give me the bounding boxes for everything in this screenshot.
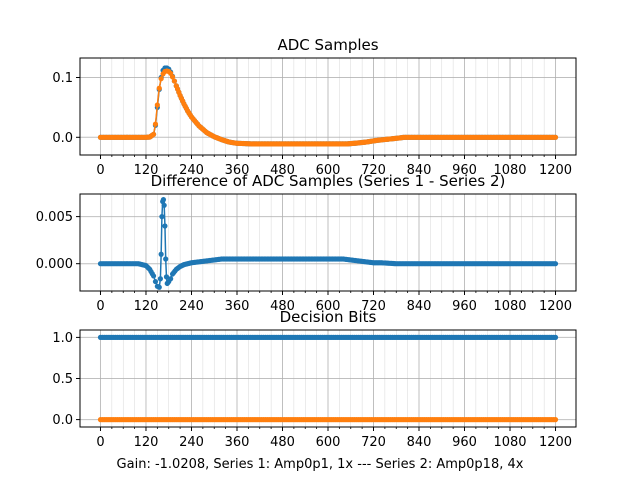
adc-samples-title: ADC Samples — [277, 36, 378, 54]
panel-adc-samples: 0 120 240 360 480 600 720 840 960 1080 1200 0.0 0.1 A… — [52, 36, 577, 178]
x-tick-label: 360 — [225, 163, 250, 178]
adc-samples-series-2-point — [154, 102, 160, 108]
x-tick-label: 960 — [452, 435, 477, 450]
figure-footer: Gain: -1.0208, Series 1: Amp0p1, 1x --- … — [117, 457, 524, 472]
adc-samples-series-2-point — [169, 74, 176, 80]
x-tick-label: 960 — [452, 163, 477, 178]
y-tick-label: 0.0 — [52, 131, 73, 146]
x-tick-label: 360 — [225, 299, 250, 314]
difference-series-1-point — [163, 274, 170, 280]
x-tick-label: 1080 — [493, 435, 526, 450]
x-tick-label: 0 — [96, 435, 104, 450]
x-tick-label: 840 — [407, 435, 432, 450]
y-tick-label: 0.0 — [52, 413, 73, 428]
x-tick-label: 720 — [361, 299, 386, 314]
x-tick-label: 840 — [407, 299, 432, 314]
x-tick-label: 600 — [316, 299, 341, 314]
y-tick-label: 0.1 — [52, 71, 73, 86]
x-tick-label: 480 — [270, 163, 295, 178]
x-tick-label: 600 — [316, 163, 341, 178]
difference-series-1-point — [163, 256, 169, 262]
x-tick-label: 240 — [179, 163, 204, 178]
decision-bits-series-1-point — [552, 334, 559, 340]
decision-bits-title: Decision Bits — [280, 308, 377, 326]
panel-difference: 0 120 240 360 480 600 720 840 960 1080 1200 0.000 0.… — [36, 172, 577, 314]
x-tick-label: 120 — [134, 299, 159, 314]
y-tick-label: 0.000 — [36, 257, 73, 272]
difference-title: Difference of ADC Samples (Series 1 - Se… — [151, 172, 506, 190]
adc-samples-series-2-point — [158, 76, 164, 82]
x-tick-label: 1080 — [493, 299, 526, 314]
difference-series-1-point — [156, 284, 162, 290]
y-tick-label: 1.0 — [52, 331, 73, 346]
difference-series-1-point — [160, 197, 167, 203]
difference-series-1-point — [161, 202, 167, 208]
x-tick-label: 120 — [134, 163, 159, 178]
y-tick-label: 0.005 — [36, 210, 73, 225]
adc-samples-series-2-point — [152, 121, 159, 127]
difference-series-1-point — [552, 261, 559, 267]
decision-bits-series-2-point — [552, 417, 559, 423]
x-tick-label: 1200 — [539, 163, 572, 178]
adc-samples-series-2-point — [171, 78, 178, 84]
x-tick-label: 240 — [179, 435, 204, 450]
x-tick-label: 840 — [407, 163, 432, 178]
x-tick-label: 360 — [225, 435, 250, 450]
x-tick-label: 1200 — [539, 435, 572, 450]
x-tick-label: 1080 — [493, 163, 526, 178]
x-tick-label: 720 — [361, 435, 386, 450]
adc-samples-series-2-point — [156, 85, 162, 91]
x-tick-label: 600 — [316, 435, 341, 450]
adc-samples-series-2-point — [552, 134, 559, 140]
x-tick-label: 0 — [96, 163, 104, 178]
x-tick-label: 240 — [179, 299, 204, 314]
difference-series-1-point — [158, 251, 164, 257]
difference-series-1-point — [150, 273, 157, 279]
y-tick-label: 0.5 — [52, 372, 73, 387]
difference-series-1-point — [162, 223, 168, 229]
difference-series-1-point — [168, 276, 174, 282]
difference-series-1-point — [159, 214, 165, 220]
x-tick-label: 0 — [96, 299, 104, 314]
difference-series-1-point — [152, 278, 159, 285]
difference-series-1-point — [157, 276, 163, 282]
panel-decision-bits: 0 120 240 360 480 600 720 840 960 1080 1200 0.0 0.5 1… — [52, 308, 577, 450]
x-tick-label: 120 — [134, 435, 159, 450]
x-tick-label: 480 — [270, 435, 295, 450]
adc-samples-series-2-point — [150, 131, 157, 137]
x-tick-label: 480 — [270, 299, 295, 314]
x-tick-label: 960 — [452, 299, 477, 314]
x-tick-label: 1200 — [539, 299, 572, 314]
x-tick-label: 720 — [361, 163, 386, 178]
